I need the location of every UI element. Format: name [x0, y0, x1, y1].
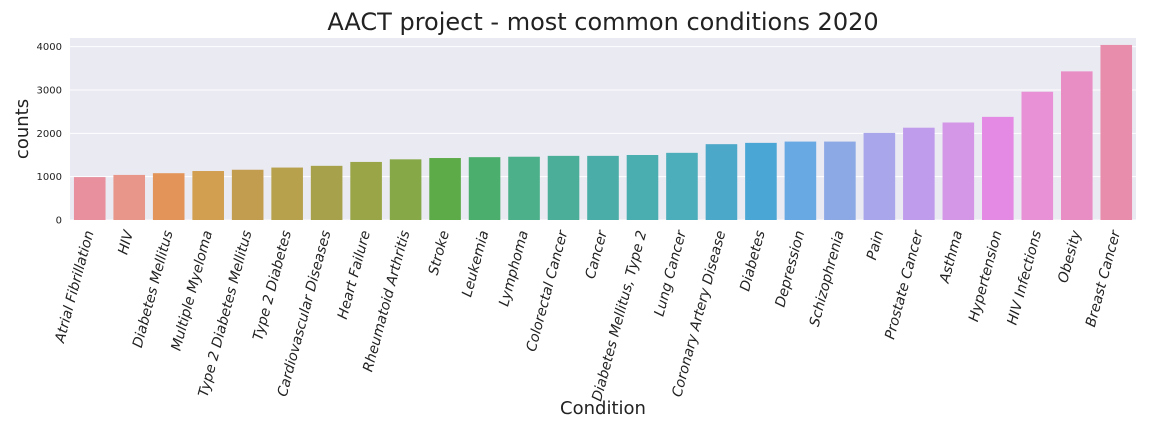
x-tick-label: Stroke — [426, 229, 453, 277]
bar-16 — [705, 144, 738, 220]
bar-11 — [508, 156, 540, 220]
bar-3 — [192, 171, 224, 220]
x-tick-label: Atrial Fibrillation — [52, 229, 98, 345]
chart-title: AACT project - most common conditions 20… — [327, 8, 878, 36]
bar-25 — [1060, 71, 1093, 220]
y-tick-label: 2000 — [37, 129, 62, 140]
y-axis-label: counts — [12, 99, 33, 159]
x-tick-label: Prostate Cancer — [882, 228, 927, 342]
bar-7 — [350, 161, 382, 220]
x-tick-label: HIV — [115, 228, 137, 257]
y-tick-label: 1000 — [37, 172, 62, 183]
x-tick-label: Lymphoma — [496, 229, 532, 308]
x-tick-label: Leukemia — [459, 229, 492, 299]
bar-6 — [310, 165, 343, 220]
bar-0 — [73, 177, 106, 220]
y-tick-label: 3000 — [37, 86, 62, 97]
bar-2 — [152, 173, 185, 220]
x-tick-label: Obesity — [1055, 228, 1084, 284]
bar-20 — [863, 132, 896, 220]
x-tick-label: Asthma — [937, 229, 967, 286]
x-tick-label: Colorectal Cancer — [524, 228, 572, 354]
bar-18 — [784, 141, 817, 220]
bar-24 — [1021, 91, 1054, 220]
x-tick-label: Diabetes Mellitus — [130, 229, 177, 350]
bar-17 — [745, 142, 777, 220]
x-tick-label: Heart Failure — [335, 229, 374, 321]
x-tick-label: Lung Cancer — [652, 228, 691, 319]
bar-8 — [389, 159, 422, 220]
x-tick-label: Depression — [772, 229, 808, 309]
x-tick-label: Type 2 Diabetes — [250, 229, 295, 342]
bar-21 — [903, 127, 935, 220]
bars — [73, 44, 1133, 220]
x-tick-label: HIV Infections — [1005, 229, 1046, 327]
x-axis-label: Condition — [560, 398, 646, 419]
bar-22 — [942, 122, 975, 220]
x-tick-label: Pain — [864, 229, 887, 262]
bar-19 — [824, 141, 856, 220]
y-tick-label: 0 — [56, 216, 62, 227]
bar-23 — [982, 116, 1014, 220]
bar-26 — [1100, 44, 1133, 220]
bar-13 — [587, 155, 619, 220]
x-tick-label: Breast Cancer — [1083, 228, 1124, 329]
bar-5 — [271, 167, 303, 220]
bar-10 — [468, 157, 501, 220]
x-tick-label: Schizophrenia — [807, 229, 848, 329]
bar-14 — [626, 155, 659, 220]
x-tick-label: Hypertension — [966, 229, 1006, 324]
x-tick-label: Multiple Myeloma — [169, 229, 216, 353]
y-tick-label: 4000 — [37, 42, 62, 53]
bar-12 — [547, 155, 580, 220]
bar-15 — [666, 152, 698, 220]
bar-4 — [231, 169, 264, 220]
x-tick-label: Cancer — [583, 228, 612, 281]
bar-9 — [429, 158, 461, 220]
bar-1 — [113, 174, 146, 220]
x-tick-label: Diabetes — [737, 229, 769, 293]
y-tick-labels: 0 1000 2000 3000 4000 — [37, 42, 62, 226]
